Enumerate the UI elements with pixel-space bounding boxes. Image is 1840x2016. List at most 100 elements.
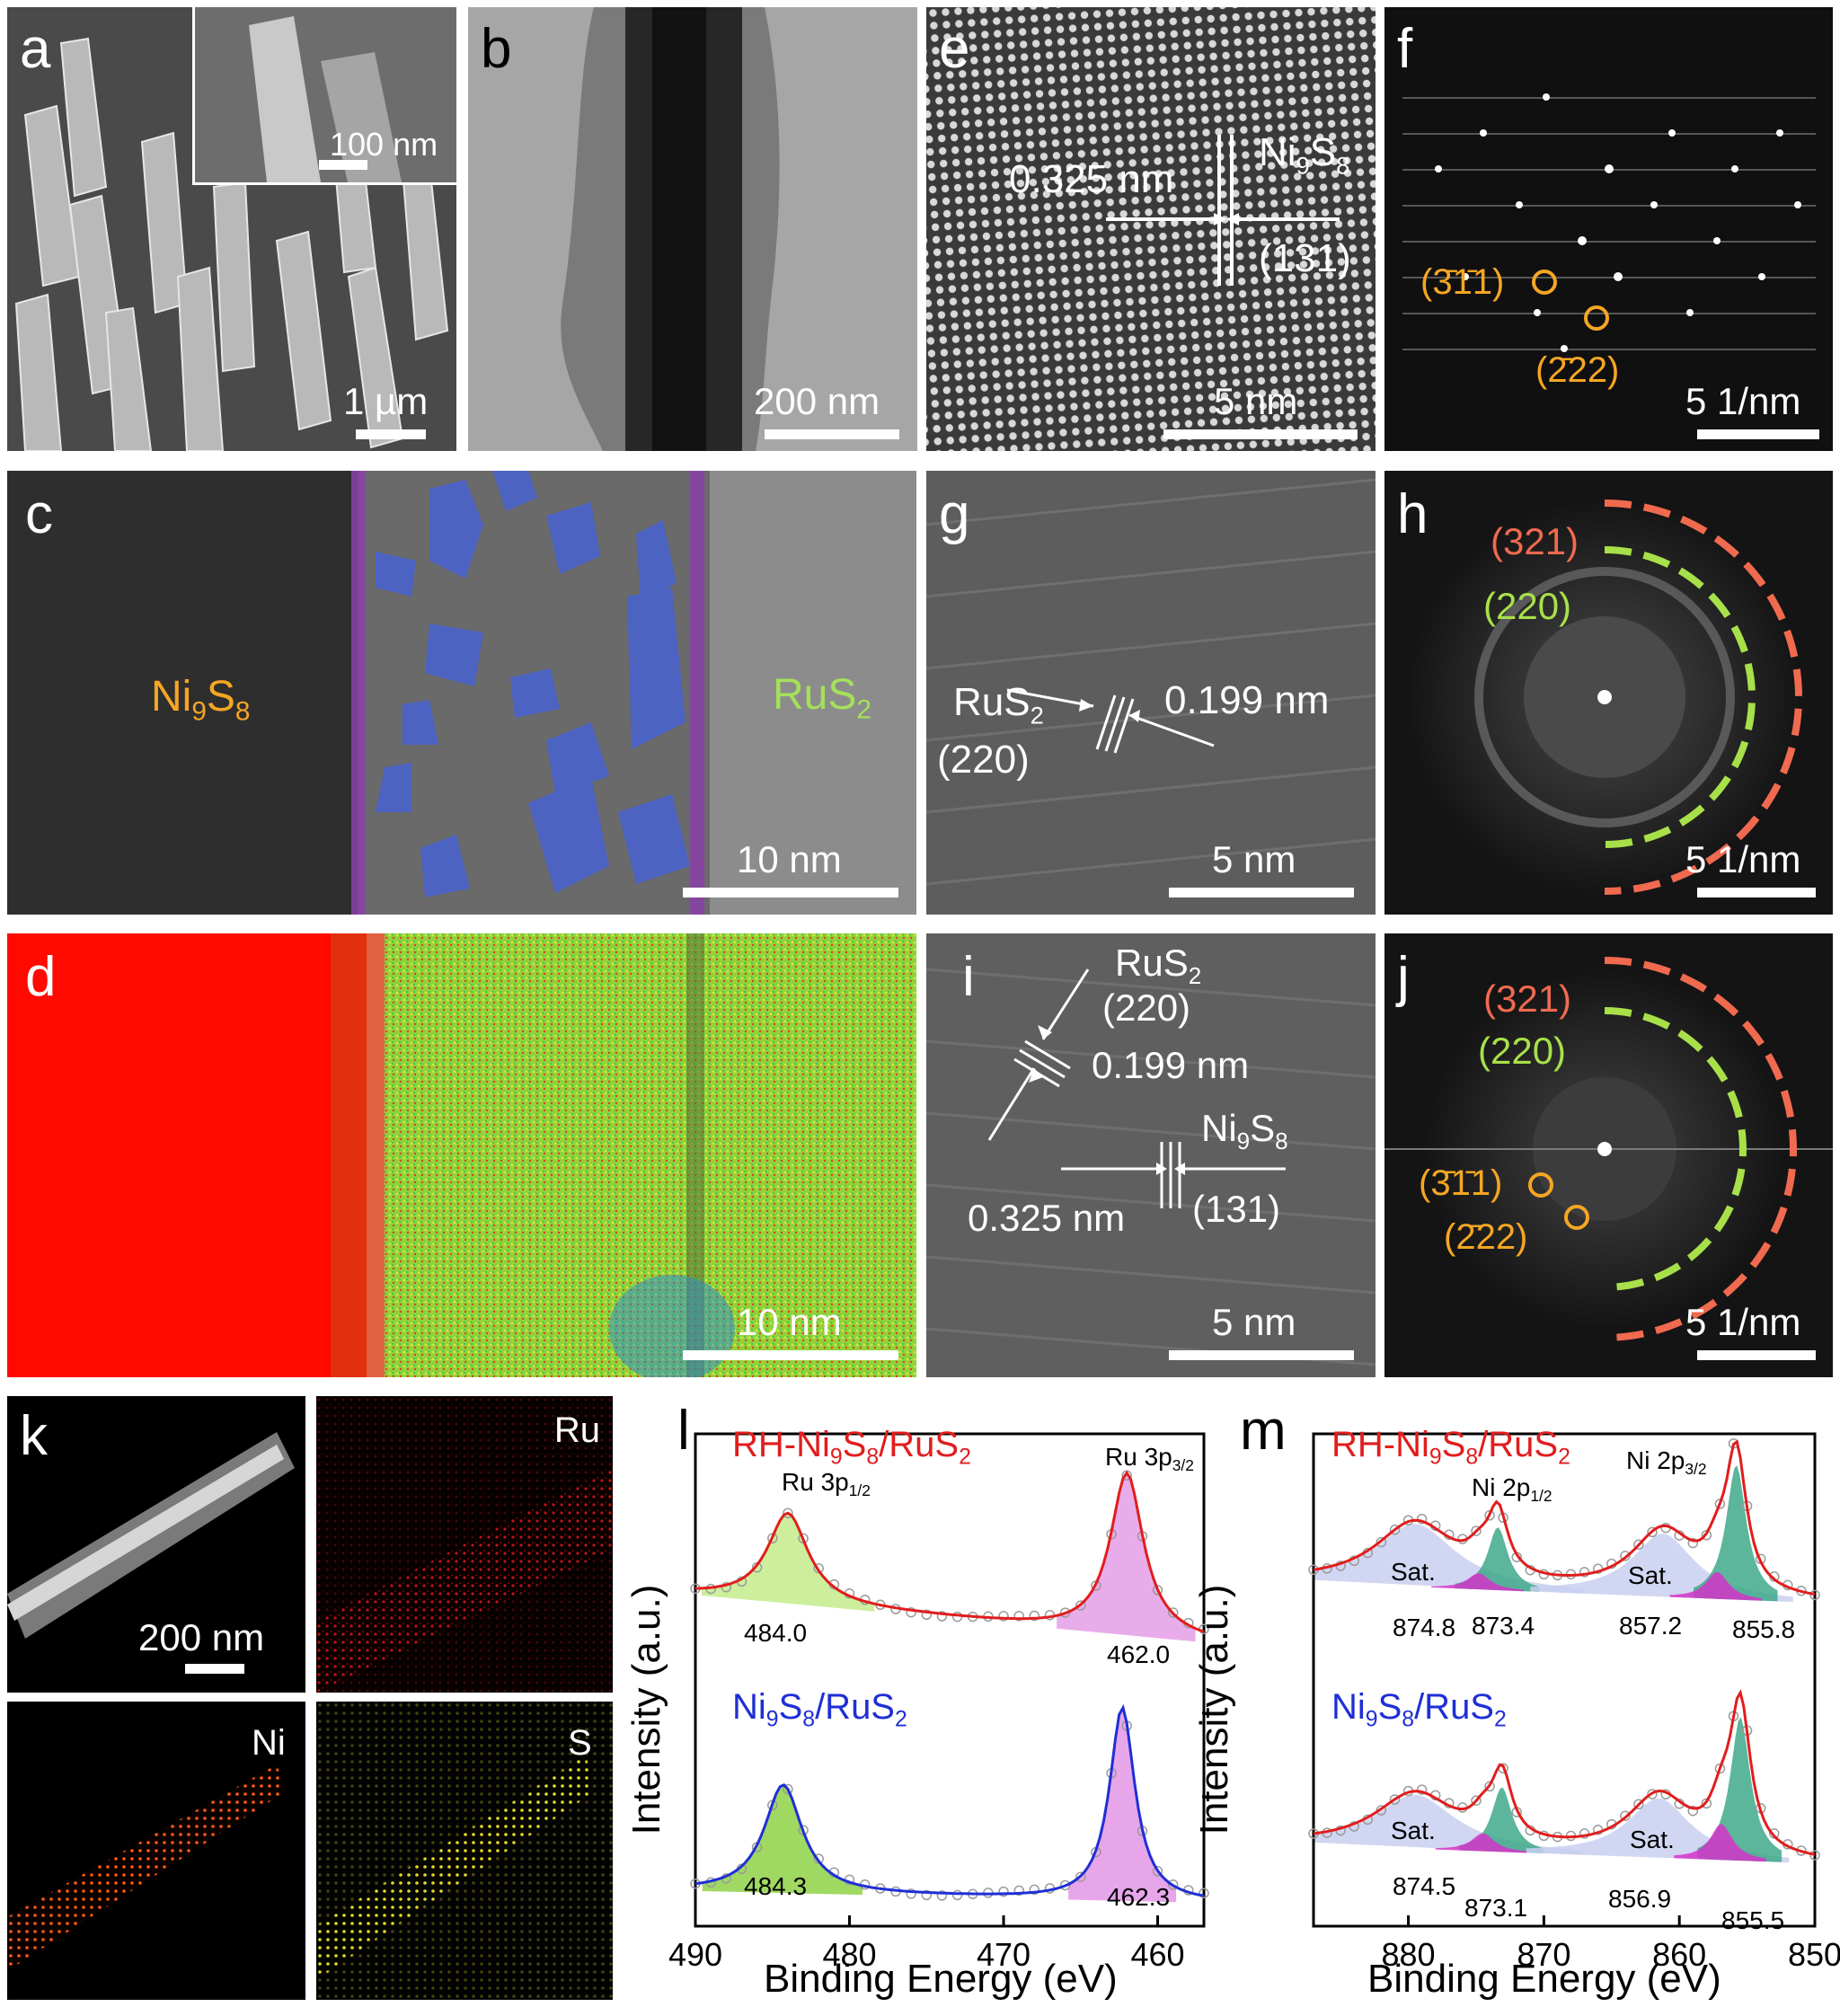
x-tick-label: 860 — [1652, 1936, 1706, 1973]
data-point — [921, 1609, 933, 1621]
peak-val-l-1: 484.0 — [744, 1619, 808, 1647]
data-point — [1389, 1794, 1401, 1805]
y-axis-title-m: Intensity (a.u.) — [1192, 1584, 1236, 1835]
data-point — [1152, 1585, 1163, 1596]
data-point — [1809, 1850, 1820, 1861]
data-point — [1416, 1513, 1428, 1525]
y-axis-title-l: Intensity (a.u.) — [624, 1584, 668, 1835]
data-point — [1620, 1810, 1631, 1821]
peak-val-m-4: 855.8 — [1732, 1615, 1796, 1643]
data-point — [1633, 1799, 1644, 1810]
spot-label-f2: (2̄22) — [1535, 350, 1620, 390]
lattice-image — [926, 7, 1376, 451]
phase-label-i1: RuS2 — [1115, 942, 1202, 990]
component-peak — [1314, 1794, 1584, 1855]
panel-label-g: g — [939, 483, 970, 545]
fit-line — [1313, 1439, 1816, 1596]
data-point — [1075, 1600, 1086, 1611]
data-point — [1059, 1879, 1071, 1891]
component-peak — [1435, 1833, 1528, 1853]
spacing-label-e: 0.325 nm — [1009, 157, 1174, 201]
panel-label-h: h — [1397, 483, 1429, 545]
scale-text-c: 10 nm — [737, 838, 842, 880]
peak-name-m-2: Ni 2p3/2 — [1626, 1446, 1707, 1479]
plot-frame — [1312, 1432, 1817, 1928]
peak-val-m-7: 856.9 — [1608, 1885, 1672, 1913]
panel-a-sem: 100 nm a 1 µm — [7, 7, 456, 451]
panel-b-tem: b 200 nm — [468, 7, 917, 451]
fft-spot-pattern — [1384, 7, 1833, 451]
peak-name-m-1: Ni 2p1/2 — [1472, 1473, 1552, 1506]
panel-label-b: b — [481, 18, 512, 80]
spot-label-f1: (3̄1̄1) — [1420, 262, 1505, 302]
data-point — [936, 1890, 948, 1901]
peak-val-m-3: 857.2 — [1619, 1612, 1683, 1640]
plane-label-g: (220) — [937, 738, 1030, 782]
panel-h-fft: h (321) (220) 5 1/nm — [1384, 471, 1833, 915]
panel-e-hrtem: e 0.325 nm Ni9S8 (131) 5 nm — [926, 7, 1376, 451]
data-point — [1029, 1884, 1040, 1896]
data-point — [1152, 1866, 1163, 1877]
haadf-image — [7, 1396, 305, 1693]
scale-bar-i — [1169, 1350, 1354, 1360]
ring-label-h-inner: (220) — [1483, 585, 1572, 627]
data-point — [1471, 1795, 1482, 1806]
panel-label-l: l — [677, 1400, 690, 1462]
spot-label-j1: (3̄1̄1) — [1419, 1163, 1503, 1203]
x-axis-title-m: Binding Energy (eV) — [1367, 1957, 1721, 2001]
panel-label-d: d — [25, 946, 57, 1008]
data-point — [936, 1611, 948, 1622]
data-point — [1647, 1789, 1658, 1799]
tem-nanorod — [468, 7, 917, 451]
map-label-ru: Ru — [553, 1410, 600, 1450]
fit-line — [694, 1703, 1205, 1897]
component-peak — [1669, 1571, 1763, 1601]
panel-j-fft: j (321) (220) (3̄1̄1) (2̄22) 5 1/nm — [1384, 933, 1833, 1377]
component-peak — [1431, 1573, 1524, 1592]
data-point — [1633, 1539, 1644, 1550]
scale-bar-c — [683, 888, 898, 897]
data-point — [813, 1853, 824, 1864]
scale-text-k: 200 nm — [138, 1616, 265, 1658]
spacing-label-i2: 0.325 nm — [968, 1197, 1126, 1239]
panel-l-xps-ru3p: l 490 480 470 460 Intensity (a.u.) Binding … — [624, 1391, 1222, 2011]
map-label-s: S — [568, 1723, 592, 1763]
xps-ni-plot: 880 870 860 850 — [1308, 1432, 1840, 1973]
series-label-l-1: RH-Ni9S8/RuS2 — [732, 1425, 971, 1470]
data-point — [1376, 1536, 1387, 1548]
scale-bar-h — [1697, 888, 1816, 897]
fft-ring-pattern — [1384, 471, 1833, 915]
ring-label-j-inner: (220) — [1478, 1030, 1567, 1072]
plot-frame — [694, 1432, 1206, 1928]
scale-bar-d — [683, 1350, 898, 1360]
scale-bar-e — [1163, 429, 1358, 439]
peak-name-l-1: Ru 3p1/2 — [782, 1468, 871, 1500]
plane-label-i2: (131) — [1192, 1188, 1281, 1230]
x-tick-label: 470 — [977, 1936, 1031, 1973]
map-ni: Ni — [7, 1702, 305, 2000]
sat-m-2: Sat. — [1628, 1561, 1673, 1589]
inset-zoom: 100 nm — [192, 7, 456, 185]
sat-m-4: Sat. — [1630, 1826, 1675, 1853]
scale-bar-f — [1697, 429, 1819, 439]
data-point — [1769, 1828, 1780, 1839]
component-peak — [1694, 1465, 1778, 1602]
xps-ru-plot: 490 480 470 460 — [668, 1432, 1209, 1973]
map-label-ni: Ni — [252, 1723, 286, 1763]
x-tick-label: 880 — [1382, 1936, 1436, 1973]
fit-line — [1313, 1689, 1816, 1856]
x-tick-label: 850 — [1788, 1936, 1840, 1973]
lattice-image-i — [926, 933, 1376, 1377]
panel-k-haadf: k 200 nm — [7, 1396, 305, 1693]
interface-image — [7, 471, 916, 915]
inset-scale-text: 100 nm — [330, 126, 438, 163]
peak-val-m-6: 873.1 — [1464, 1894, 1528, 1922]
lattice-image-g — [926, 471, 1376, 915]
scale-text-i: 5 nm — [1212, 1301, 1296, 1343]
scale-text-b: 200 nm — [754, 380, 880, 422]
scale-text-e: 5 nm — [1214, 380, 1298, 422]
ring-label-j-outer: (321) — [1483, 977, 1572, 1020]
data-point — [906, 1888, 916, 1899]
component-peak — [1314, 1524, 1584, 1594]
panel-label-m: m — [1240, 1400, 1287, 1462]
